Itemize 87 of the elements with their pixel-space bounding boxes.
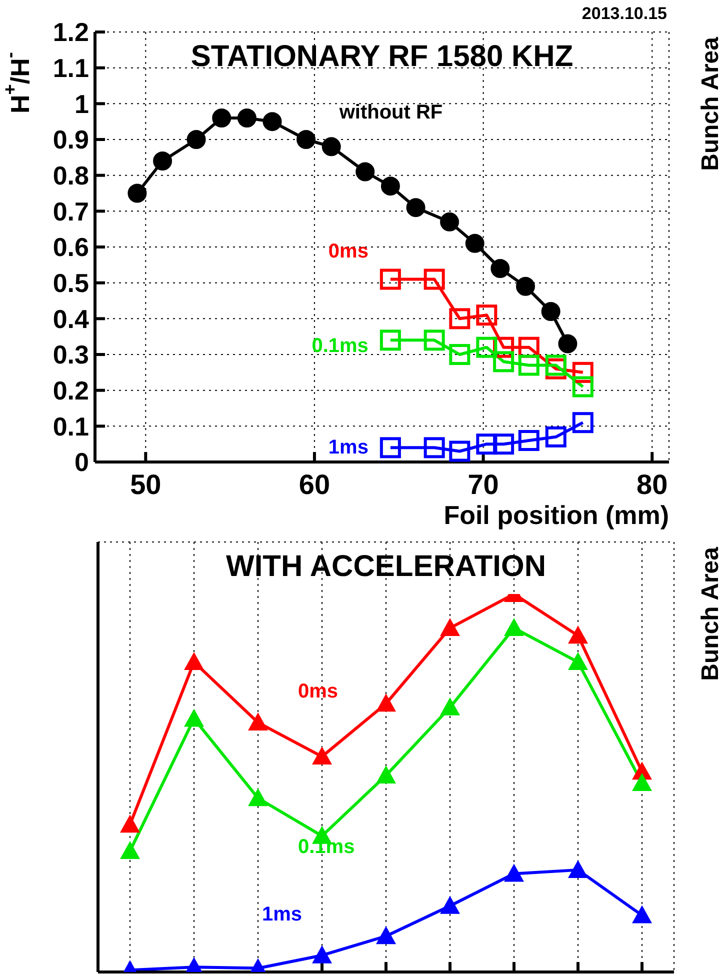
point [376, 694, 396, 712]
point [541, 302, 560, 321]
point [380, 437, 401, 458]
text: 2013.10.15 [582, 4, 667, 24]
point [568, 652, 588, 670]
y2-axis-title: Bunch Area [697, 547, 725, 681]
x-tick-label: 80 [636, 468, 668, 500]
y-tick-label: 0.5 [52, 268, 89, 298]
x-tick-label: 50 [130, 468, 162, 500]
point [518, 354, 540, 376]
y-tick-label: 0 [74, 447, 89, 478]
point [424, 437, 445, 458]
point [572, 376, 594, 398]
point [406, 198, 426, 218]
y-tick-label: 0.7 [52, 196, 89, 226]
y-tick-label: 0.9 [52, 124, 89, 155]
y-tick-label: 1 [74, 88, 89, 119]
point [476, 336, 498, 358]
y-tick-label: 1.2 [52, 17, 89, 48]
point [568, 626, 588, 644]
point [186, 130, 206, 149]
point [632, 773, 652, 791]
point [184, 652, 204, 670]
point [184, 708, 204, 727]
point [465, 234, 484, 253]
chart-title: STATIONARY RF 1580 KHZ [190, 40, 574, 74]
point [380, 176, 400, 196]
y-tick-label: 0.3 [52, 340, 89, 370]
point [449, 308, 470, 330]
y-tick-label: 0.2 [52, 376, 89, 406]
point [376, 765, 396, 784]
point [424, 330, 445, 351]
series-label: 0ms [298, 680, 338, 703]
y-tick-label: 0.8 [52, 160, 89, 191]
series-label: 0ms [328, 240, 368, 262]
point [237, 108, 256, 128]
x-tick-label: 60 [298, 468, 330, 500]
x-axis-title: Foil position (mm) [444, 500, 669, 530]
point [312, 746, 332, 765]
point [632, 905, 652, 924]
point [248, 712, 268, 731]
point [440, 697, 460, 716]
chart-title: WITH ACCELERATION [225, 550, 547, 584]
x-tick-label: 70 [468, 468, 499, 500]
point [568, 860, 588, 878]
point [440, 896, 460, 914]
point [516, 276, 535, 296]
point [449, 344, 470, 365]
series-label: 1ms [262, 903, 302, 926]
point [518, 430, 540, 451]
y-tick-label: 0.1 [52, 411, 89, 442]
series-label: 0.1ms [312, 335, 368, 358]
point [545, 354, 566, 376]
y2-axis-title: Bunch Area [697, 37, 725, 171]
point [440, 618, 460, 636]
point [449, 440, 470, 462]
point [120, 814, 140, 833]
point [380, 330, 401, 351]
series-label: 1ms [328, 436, 368, 459]
point [120, 841, 140, 860]
point [424, 268, 445, 290]
point [504, 618, 524, 636]
point [440, 212, 460, 232]
point [476, 304, 498, 326]
y-tick-label: 1.1 [52, 53, 89, 84]
point [296, 130, 316, 149]
point [312, 945, 332, 964]
series-label: without RF [338, 102, 443, 124]
point [128, 184, 147, 203]
point [248, 788, 268, 806]
point [572, 412, 594, 434]
point [356, 162, 375, 182]
point [322, 137, 341, 156]
point [504, 864, 524, 882]
point [380, 268, 401, 290]
point [493, 351, 514, 372]
point [153, 152, 172, 170]
point [476, 434, 498, 455]
point [558, 334, 578, 354]
y-tick-label: 0.6 [52, 232, 89, 262]
point [376, 926, 396, 944]
point [490, 259, 510, 278]
point [262, 112, 282, 132]
y-tick-label: 0.4 [52, 304, 90, 334]
point [493, 434, 514, 455]
point [545, 426, 566, 448]
point [212, 108, 232, 128]
